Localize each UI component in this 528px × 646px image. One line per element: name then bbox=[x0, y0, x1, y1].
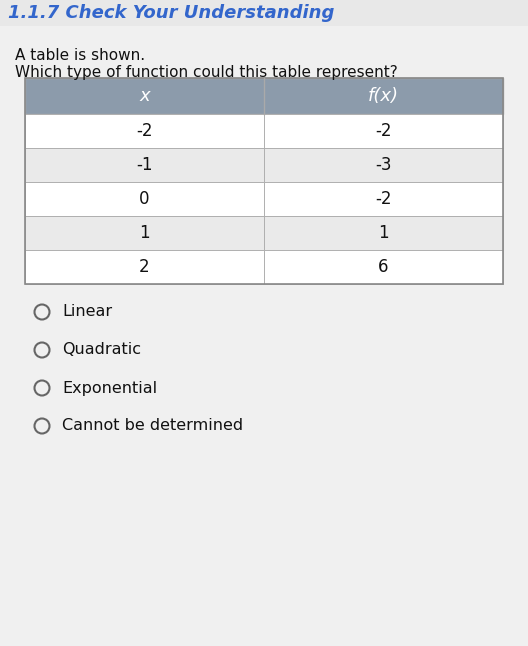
Text: 1: 1 bbox=[139, 224, 150, 242]
Text: 1: 1 bbox=[378, 224, 389, 242]
Text: f(x): f(x) bbox=[368, 87, 399, 105]
Text: 2: 2 bbox=[139, 258, 150, 276]
Bar bbox=[264, 216, 503, 250]
Text: 1.1.7 Check Your Understanding: 1.1.7 Check Your Understanding bbox=[8, 4, 334, 22]
Text: Quadratic: Quadratic bbox=[62, 342, 141, 357]
Text: Exponential: Exponential bbox=[62, 380, 157, 395]
Bar bbox=[25, 182, 264, 216]
Text: 6: 6 bbox=[378, 258, 389, 276]
Text: Linear: Linear bbox=[62, 304, 112, 320]
Text: Cannot be determined: Cannot be determined bbox=[62, 419, 243, 433]
Circle shape bbox=[34, 419, 50, 433]
Bar bbox=[25, 78, 503, 114]
Text: -1: -1 bbox=[136, 156, 153, 174]
Bar bbox=[25, 78, 503, 284]
Text: A table is shown.: A table is shown. bbox=[15, 48, 145, 63]
Bar bbox=[25, 114, 264, 148]
Bar bbox=[264, 182, 503, 216]
Bar bbox=[264, 114, 503, 148]
Text: Which type of function could this table represent?: Which type of function could this table … bbox=[15, 65, 398, 80]
Text: -2: -2 bbox=[375, 190, 392, 208]
Text: -2: -2 bbox=[375, 122, 392, 140]
Circle shape bbox=[34, 380, 50, 395]
Text: x: x bbox=[139, 87, 150, 105]
Circle shape bbox=[34, 304, 50, 320]
Circle shape bbox=[34, 342, 50, 357]
Bar bbox=[264, 148, 503, 182]
Text: -2: -2 bbox=[136, 122, 153, 140]
Bar bbox=[25, 78, 503, 114]
Text: 0: 0 bbox=[139, 190, 150, 208]
Text: -3: -3 bbox=[375, 156, 392, 174]
Bar bbox=[0, 0, 528, 26]
Bar bbox=[25, 216, 264, 250]
Bar bbox=[25, 250, 264, 284]
Bar bbox=[25, 148, 264, 182]
Bar bbox=[264, 250, 503, 284]
